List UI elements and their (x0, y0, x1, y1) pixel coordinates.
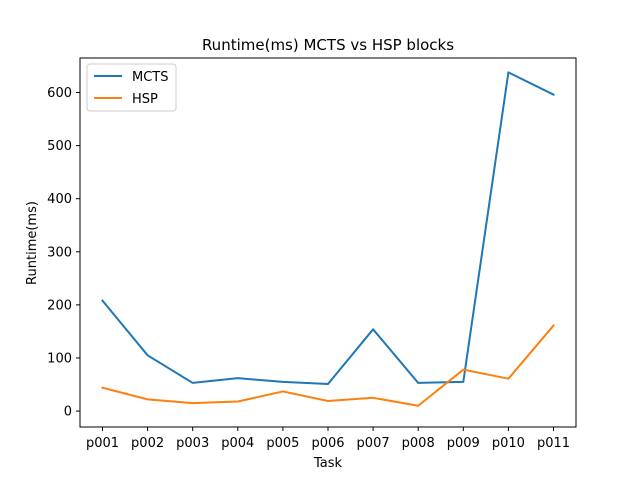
x-tick-label: p006 (311, 436, 344, 451)
series-line-hsp (101, 324, 555, 407)
legend: MCTS HSP (86, 63, 177, 112)
y-tick-label: 600 (47, 86, 72, 101)
legend-hsp-label: HSP (132, 92, 158, 107)
x-tick-label: p001 (86, 436, 119, 451)
x-tick-label: p002 (131, 436, 164, 451)
y-tick-label: 200 (47, 298, 72, 313)
y-tick-label: 500 (47, 139, 72, 154)
x-tick-label: p004 (221, 436, 254, 451)
y-tick-label: 100 (47, 351, 72, 366)
x-tick-label: p011 (537, 436, 570, 451)
series-lines (101, 71, 555, 407)
x-axis: p001 p002 p003 p004 p005 p006 p007 p008 p009 p010… (86, 427, 570, 451)
series-line-mcts (101, 71, 555, 385)
y-tick-label: 400 (47, 192, 72, 207)
x-tick-label: p010 (492, 436, 525, 451)
x-tick-label: p008 (402, 436, 435, 451)
y-tick-label: 0 (64, 405, 72, 420)
x-tick-label: p009 (447, 436, 480, 451)
x-tick-label: p005 (266, 436, 299, 451)
y-tick-label: 300 (47, 245, 72, 260)
x-axis-label: Task (313, 456, 343, 471)
chart-title: Runtime(ms) MCTS vs HSP blocks (202, 36, 454, 54)
y-axis: 0 100 200 300 400 500 600 (47, 86, 80, 420)
x-tick-label: p007 (357, 436, 390, 451)
x-tick-label: p003 (176, 436, 209, 451)
y-axis-label: Runtime(ms) (25, 201, 40, 285)
legend-mcts-label: MCTS (132, 70, 169, 85)
